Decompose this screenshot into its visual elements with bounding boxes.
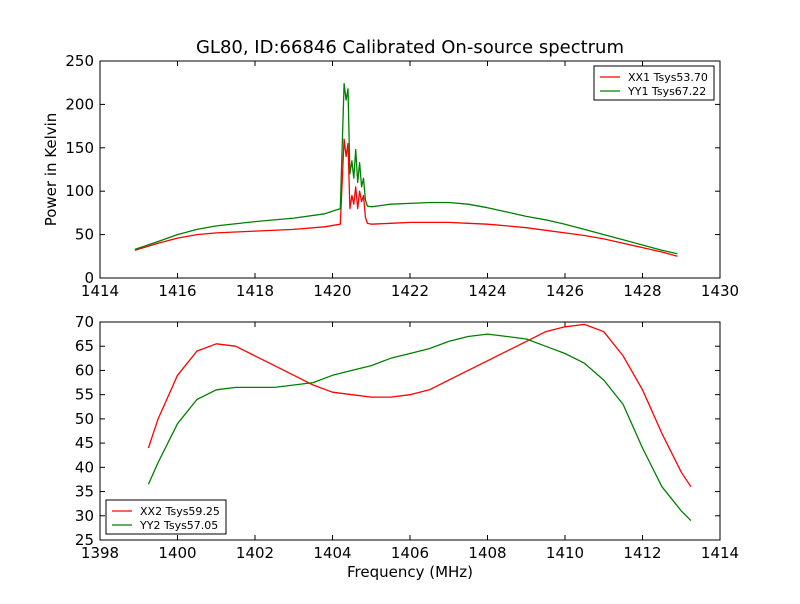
chart1-x-tick-label: 1418 xyxy=(236,282,274,300)
chart1-x-tick-label: 1422 xyxy=(391,282,429,300)
chart1-y-tick-label: 250 xyxy=(65,52,94,70)
chart1-y-axis-label: Power in Kelvin xyxy=(42,113,60,227)
chart1-x-tick-label: 1428 xyxy=(623,282,661,300)
chart2-x-tick-label: 1402 xyxy=(236,544,274,562)
chart1-legend-label-1: XX1 Tsys53.70 xyxy=(628,71,708,84)
chart2-legend-box xyxy=(105,499,227,535)
chart2-y-tick-label: 55 xyxy=(75,386,94,404)
chart2-y-tick-label: 40 xyxy=(75,458,94,476)
chart-top: 1414 1416 1418 1420 1422 1424 1426 1428 1430 0 50 1… xyxy=(42,37,739,300)
chart1-x-tick-label: 1420 xyxy=(313,282,351,300)
chart2-legend-label-2: YY2 Tsys57.05 xyxy=(139,519,218,532)
chart2-x-tick-label: 1414 xyxy=(701,544,739,562)
chart2-x-tick-label: 1408 xyxy=(468,544,506,562)
chart2-x-tick-label: 1404 xyxy=(313,544,351,562)
chart2-y-tick-label: 30 xyxy=(75,507,94,525)
chart2-x-tick-label: 1398 xyxy=(81,544,119,562)
chart1-y-tick-label: 200 xyxy=(65,95,94,113)
chart1-x-tick-label: 1416 xyxy=(158,282,196,300)
chart2-x-tick-label: 1400 xyxy=(158,544,196,562)
chart1-x-tick-label: 1426 xyxy=(546,282,584,300)
chart1-y-tick-label: 0 xyxy=(84,269,94,287)
chart2-y-tick-label: 50 xyxy=(75,410,94,428)
chart2-y-tick-label: 60 xyxy=(75,361,94,379)
chart1-x-tick-label: 1430 xyxy=(701,282,739,300)
chart2-series-2-line xyxy=(147,333,692,522)
chart2-legend-label-1: XX2 Tsys59.25 xyxy=(140,505,220,518)
chart2-x-axis-label: Frequency (MHz) xyxy=(347,563,473,581)
chart1-series-2-line xyxy=(134,82,678,255)
chart2-x-tick-label: 1410 xyxy=(546,544,584,562)
chart1-x-tick-label: 1424 xyxy=(468,282,506,300)
chart1-legend-label-2: YY1 Tsys67.22 xyxy=(627,85,706,98)
chart2-y-tick-label: 65 xyxy=(75,337,94,355)
chart1-y-tick-label: 100 xyxy=(65,182,94,200)
chart-bottom: 1398 1400 1402 1404 1406 1408 1410 1412 1414 25 30… xyxy=(75,313,739,581)
chart2-y-tick-label: 70 xyxy=(75,313,94,331)
chart1-x-tick-label: 1414 xyxy=(81,282,119,300)
chart1-title: GL80, ID:66846 Calibrated On-source spec… xyxy=(196,37,624,58)
chart2-x-tick-label: 1412 xyxy=(623,544,661,562)
chart2-x-tick-label: 1406 xyxy=(391,544,429,562)
chart1-y-tick-label: 50 xyxy=(75,226,94,244)
chart2-y-tick-label: 45 xyxy=(75,434,94,452)
chart2-y-tick-label: 25 xyxy=(75,531,94,549)
chart2-y-tick-label: 35 xyxy=(75,483,94,501)
chart1-legend-box xyxy=(593,65,715,101)
chart2-series-1-line xyxy=(147,323,692,488)
chart1-series-1-line xyxy=(134,138,678,257)
chart1-y-tick-label: 150 xyxy=(65,139,94,157)
